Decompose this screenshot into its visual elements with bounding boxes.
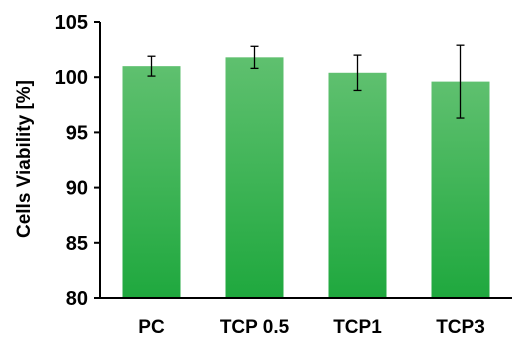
x-tick-label: TCP1 bbox=[333, 317, 382, 338]
bar-series bbox=[122, 57, 490, 298]
y-tick-label: 85 bbox=[66, 233, 88, 255]
bar bbox=[122, 66, 181, 298]
x-tick-label: PC bbox=[138, 317, 165, 338]
x-axis-labels: PC TCP 0.5 TCP1 TCP3 bbox=[138, 317, 484, 338]
y-tick-label: 95 bbox=[66, 122, 88, 144]
x-tick-label: TCP3 bbox=[436, 317, 485, 338]
y-tick-label: 105 bbox=[55, 12, 88, 34]
y-tick-label: 90 bbox=[66, 178, 88, 200]
bar bbox=[225, 57, 284, 298]
bar bbox=[328, 72, 387, 298]
y-tick-label: 100 bbox=[55, 67, 88, 89]
x-tick-label: TCP 0.5 bbox=[220, 317, 290, 338]
y-axis-ticks: 80 85 90 95 100 105 bbox=[55, 12, 100, 310]
error-bars bbox=[147, 44, 465, 119]
y-tick-label: 80 bbox=[66, 288, 88, 310]
y-axis-title: Cells Viability [%] bbox=[14, 80, 35, 238]
